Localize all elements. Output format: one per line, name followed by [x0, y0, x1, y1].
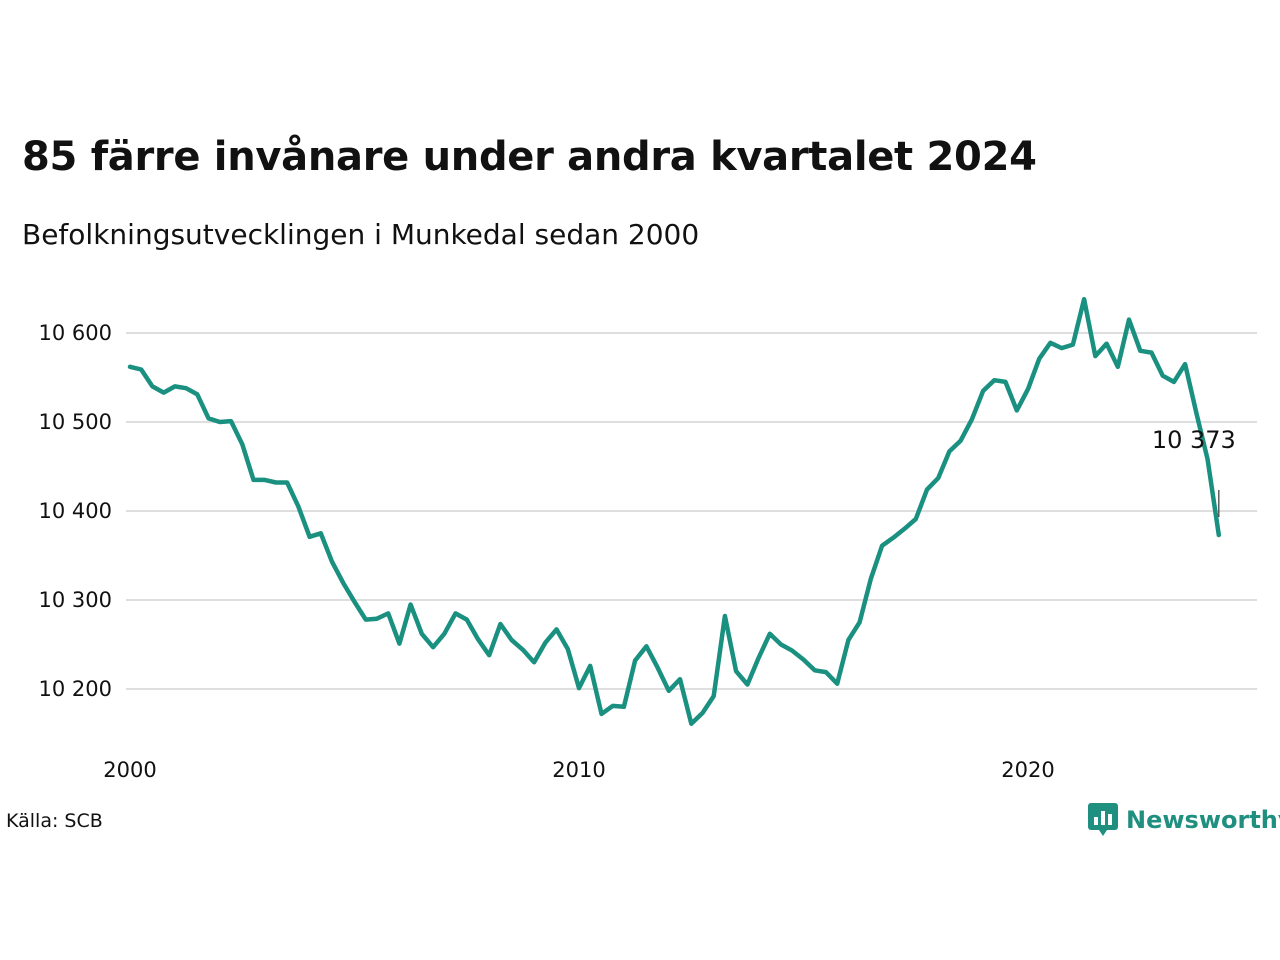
y-tick-label: 10 200	[39, 677, 112, 701]
brand-name: Newsworthy	[1126, 806, 1280, 834]
brand-logo[interactable]: Newsworthy	[1088, 803, 1280, 837]
x-tick-label: 2010	[552, 758, 605, 782]
y-tick-label: 10 600	[39, 321, 112, 345]
x-tick-label: 2020	[1001, 758, 1054, 782]
x-tick-label: 2000	[103, 758, 156, 782]
source-note: Källa: SCB	[6, 810, 103, 832]
end-annotation: 10 373	[1152, 426, 1236, 517]
y-tick-label: 10 400	[39, 499, 112, 523]
x-axis: 2000 2010 2020	[103, 758, 1054, 782]
newsworthy-logo-icon	[1088, 803, 1118, 837]
grid-lines	[126, 333, 1257, 689]
y-axis: 10 200 10 300 10 400 10 500 10 600	[39, 321, 112, 701]
y-tick-label: 10 500	[39, 410, 112, 434]
end-value-label: 10 373	[1152, 426, 1236, 454]
y-tick-label: 10 300	[39, 588, 112, 612]
